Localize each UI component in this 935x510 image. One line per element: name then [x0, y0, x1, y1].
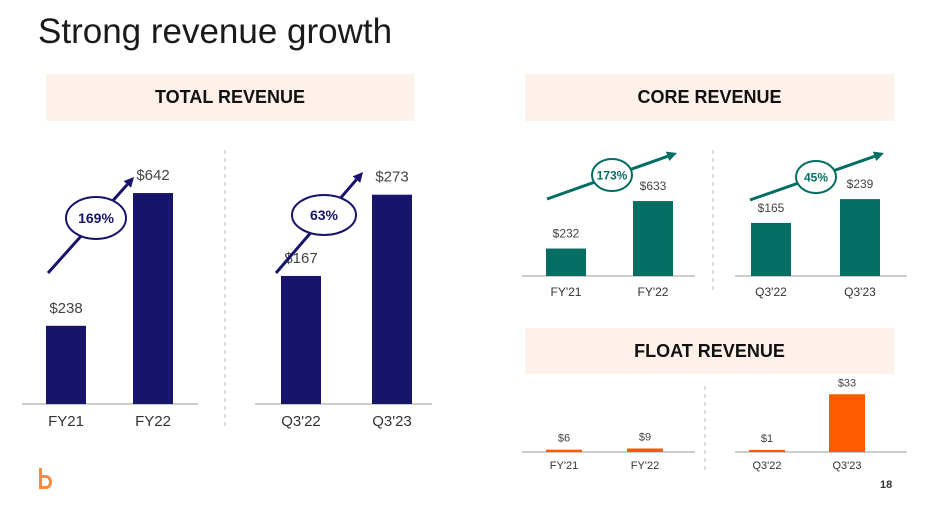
float_fy-category-label: FY'21 — [550, 460, 578, 472]
total_q-category-label: Q3'23 — [372, 413, 412, 430]
core_q-data-label: $165 — [758, 201, 785, 215]
page-number: 18 — [880, 479, 893, 491]
core_fy-category-label: FY'22 — [638, 285, 669, 299]
total-revenue-heading: TOTAL REVENUE — [46, 74, 414, 121]
float_q-bar-q323 — [829, 394, 865, 452]
float_fy-bar-fy21 — [546, 449, 582, 452]
core_fy-bar-fy22 — [633, 201, 673, 276]
core_fy-bar-fy21 — [546, 248, 586, 276]
core_fy-growth-arrowhead — [665, 151, 677, 162]
float_fy-data-label: $9 — [639, 432, 651, 444]
float_fy-category-label: FY'22 — [631, 460, 659, 472]
float_q-category-label: Q3'23 — [832, 460, 861, 472]
total_q-growth-label: 63% — [310, 207, 339, 223]
total_q-bar-q323 — [372, 194, 412, 404]
total_fy-bar-fy22 — [133, 193, 173, 404]
core_q-growth-arrowhead — [872, 151, 884, 162]
core_q-bar-q322 — [751, 222, 791, 276]
total_q-growth-arrowhead — [352, 172, 363, 183]
core_fy-category-label: FY'21 — [551, 285, 582, 299]
page-title: Strong revenue growth — [38, 12, 393, 51]
float_q-data-label: $33 — [838, 377, 856, 389]
float_q-bar-q322 — [749, 450, 785, 452]
core_fy-growth-badge — [591, 158, 633, 192]
core_q-growth-label: 45% — [804, 170, 828, 184]
core_q-category-label: Q3'23 — [844, 285, 876, 299]
float_fy-data-label: $6 — [558, 433, 570, 445]
float-revenue-heading: FLOAT REVENUE — [525, 328, 894, 374]
total_fy-data-label: $642 — [136, 167, 169, 184]
core_fy-growth-label: 173% — [597, 168, 628, 182]
total_q-data-label: $273 — [375, 169, 408, 186]
core_fy-data-label: $232 — [553, 227, 580, 241]
core_q-bar-q323 — [840, 199, 880, 276]
float_fy-bar-fy22 — [627, 448, 663, 452]
total_q-growth-badge — [291, 194, 357, 236]
total_q-bar-q322 — [281, 275, 321, 404]
core_q-category-label: Q3'22 — [755, 285, 787, 299]
core_q-data-label: $239 — [847, 177, 874, 191]
total_fy-growth-label: 169% — [78, 210, 114, 226]
total_q-category-label: Q3'22 — [281, 413, 321, 430]
total_fy-growth-badge — [65, 196, 127, 240]
total_fy-growth-arrowhead — [123, 177, 134, 188]
total_fy-category-label: FY22 — [135, 413, 171, 430]
total_fy-data-label: $238 — [49, 300, 82, 317]
core_fy-data-label: $633 — [640, 179, 667, 193]
float_q-category-label: Q3'22 — [752, 460, 781, 472]
total_fy-bar-fy21 — [46, 325, 86, 404]
core_q-growth-badge — [795, 160, 837, 194]
core-revenue-heading: CORE REVENUE — [525, 74, 894, 121]
total_fy-category-label: FY21 — [48, 413, 84, 430]
brand-logo-icon — [39, 468, 52, 489]
float_q-data-label: $1 — [761, 433, 773, 445]
